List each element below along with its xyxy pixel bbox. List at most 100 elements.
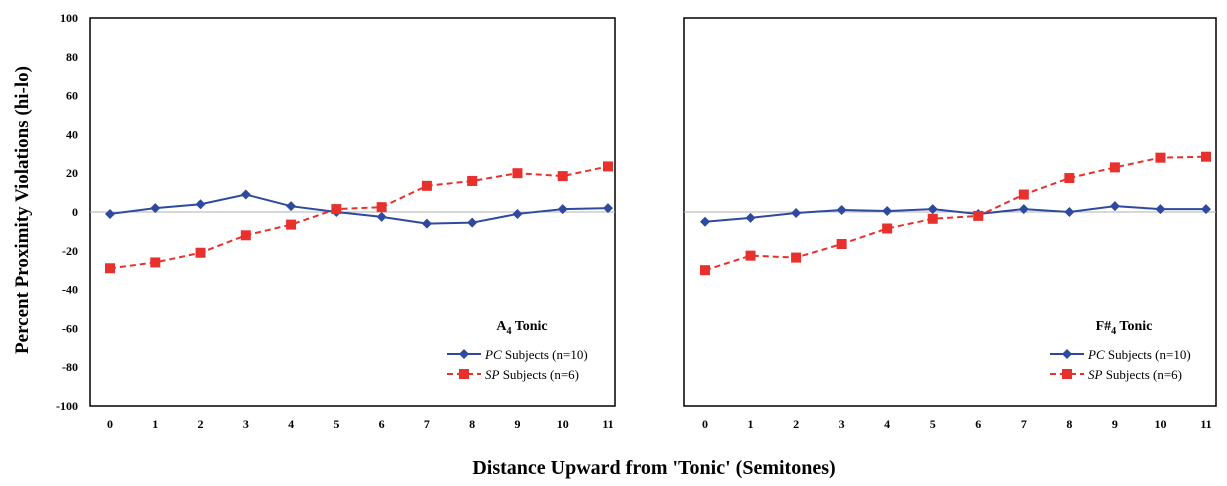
series-group xyxy=(700,151,1211,276)
sp-data-point xyxy=(882,223,893,234)
y-tick-labels: 100 80 60 40 20 0 -20 -40 -60 -80 -100 xyxy=(56,11,78,413)
x-tick-label: 3 xyxy=(243,417,249,431)
sp-series-line xyxy=(109,165,609,270)
legend: PC Subjects (n=10) SP Subjects (n=6) xyxy=(447,347,588,382)
sp-data-point xyxy=(376,202,387,213)
x-tick-label: 4 xyxy=(288,417,294,431)
panel-f-sharp4-tonic: 0 1 2 3 4 5 6 7 8 9 10 11 F#4 Tonic PC Subjects (n=… xyxy=(683,17,1217,431)
legend-sp-label: SP Subjects (n=6) xyxy=(485,367,579,382)
x-axis-label: Distance Upward from 'Tonic' (Semitones) xyxy=(472,457,835,479)
x-tick-label: 8 xyxy=(1066,417,1072,431)
pc-data-point xyxy=(927,204,938,215)
sp-data-point xyxy=(240,230,251,241)
x-tick-label: 6 xyxy=(379,417,385,431)
pc-data-point xyxy=(557,204,568,215)
pc-data-point xyxy=(467,217,478,228)
y-tick-label: 0 xyxy=(72,205,78,219)
x-tick-label: 10 xyxy=(557,417,569,431)
series-group xyxy=(105,161,613,274)
sp-data-point xyxy=(836,239,847,250)
pc-data-point xyxy=(150,203,161,214)
x-tick-label: 9 xyxy=(514,417,520,431)
x-tick-label: 7 xyxy=(1021,417,1027,431)
sp-data-point xyxy=(286,219,297,230)
x-tick-label: 6 xyxy=(975,417,981,431)
pc-data-point xyxy=(376,211,387,222)
x-tick-label: 4 xyxy=(884,417,890,431)
sp-data-point xyxy=(745,250,756,261)
sp-data-point xyxy=(467,175,478,186)
x-tick-labels: 0 1 2 3 4 5 6 7 8 9 10 11 xyxy=(702,417,1212,431)
sp-data-point xyxy=(1109,162,1120,173)
x-tick-labels: 0 1 2 3 4 5 6 7 8 9 10 11 xyxy=(107,417,614,431)
pc-data-point xyxy=(603,203,613,214)
sp-data-point xyxy=(150,257,161,268)
y-tick-label: 20 xyxy=(66,166,78,180)
x-tick-label: 11 xyxy=(602,417,613,431)
panel-a4-tonic: 100 80 60 40 20 0 -20 -40 -60 -80 -100 0 1 2 3 4 5 6 7 8 9 1… xyxy=(56,11,616,431)
pc-data-point xyxy=(882,206,893,217)
x-tick-label: 1 xyxy=(152,417,158,431)
sp-data-point xyxy=(927,213,938,224)
sp-data-point xyxy=(700,265,710,276)
pc-series-line xyxy=(109,193,609,225)
sp-data-point xyxy=(331,204,342,215)
pc-data-point xyxy=(1201,204,1211,215)
legend-pc-marker xyxy=(1062,349,1072,359)
x-tick-label: 0 xyxy=(702,417,708,431)
y-tick-label: -80 xyxy=(62,360,78,374)
pc-data-point xyxy=(791,207,802,218)
pc-data-point xyxy=(195,199,206,210)
x-tick-label: 1 xyxy=(748,417,754,431)
pc-data-point xyxy=(836,205,847,216)
x-tick-label: 2 xyxy=(198,417,204,431)
pc-data-point xyxy=(421,218,432,229)
sp-data-point xyxy=(1155,152,1166,163)
x-tick-label: 5 xyxy=(333,417,339,431)
sp-data-point xyxy=(603,161,613,172)
sp-data-point xyxy=(791,252,802,263)
legend-pc-label: PC Subjects (n=10) xyxy=(484,347,588,362)
sp-series-line xyxy=(704,155,1207,272)
x-tick-label: 9 xyxy=(1112,417,1118,431)
y-tick-label: -40 xyxy=(62,283,78,297)
x-tick-label: 0 xyxy=(107,417,113,431)
sp-data-point xyxy=(195,247,206,258)
sp-data-point xyxy=(557,171,568,182)
y-tick-label: 40 xyxy=(66,127,78,141)
sp-data-point xyxy=(105,263,115,274)
x-tick-label: 8 xyxy=(469,417,475,431)
pc-data-point xyxy=(1018,204,1029,215)
y-tick-label: -60 xyxy=(62,321,78,335)
x-tick-label: 2 xyxy=(793,417,799,431)
pc-data-point xyxy=(105,208,115,219)
legend-sp-marker xyxy=(1062,369,1072,379)
pc-data-point xyxy=(512,208,523,219)
sp-data-point xyxy=(512,168,523,179)
y-tick-label: 60 xyxy=(66,89,78,103)
x-tick-label: 5 xyxy=(930,417,936,431)
legend-sp-label: SP Subjects (n=6) xyxy=(1088,367,1182,382)
sp-data-point xyxy=(1064,173,1075,184)
sp-data-point xyxy=(1018,189,1029,200)
pc-data-point xyxy=(1155,204,1166,215)
panel-title: F#4 Tonic xyxy=(1096,319,1153,337)
x-tick-label: 3 xyxy=(839,417,845,431)
x-tick-label: 11 xyxy=(1200,417,1211,431)
pc-series-line xyxy=(704,205,1206,223)
x-tick-label: 10 xyxy=(1154,417,1166,431)
pc-data-point xyxy=(745,212,756,223)
sp-data-point xyxy=(1201,151,1211,162)
y-tick-label: -20 xyxy=(62,244,78,258)
y-tick-label: 80 xyxy=(66,50,78,64)
legend: PC Subjects (n=10) SP Subjects (n=6) xyxy=(1050,347,1191,382)
pc-data-point xyxy=(286,201,297,212)
x-tick-label: 7 xyxy=(424,417,430,431)
panel-title: A4 Tonic xyxy=(496,319,547,337)
legend-pc-label: PC Subjects (n=10) xyxy=(1087,347,1191,362)
y-tick-label: -100 xyxy=(56,399,78,413)
pc-data-point xyxy=(1109,201,1120,212)
legend-sp-marker xyxy=(459,369,469,379)
pc-data-point xyxy=(1064,207,1075,217)
